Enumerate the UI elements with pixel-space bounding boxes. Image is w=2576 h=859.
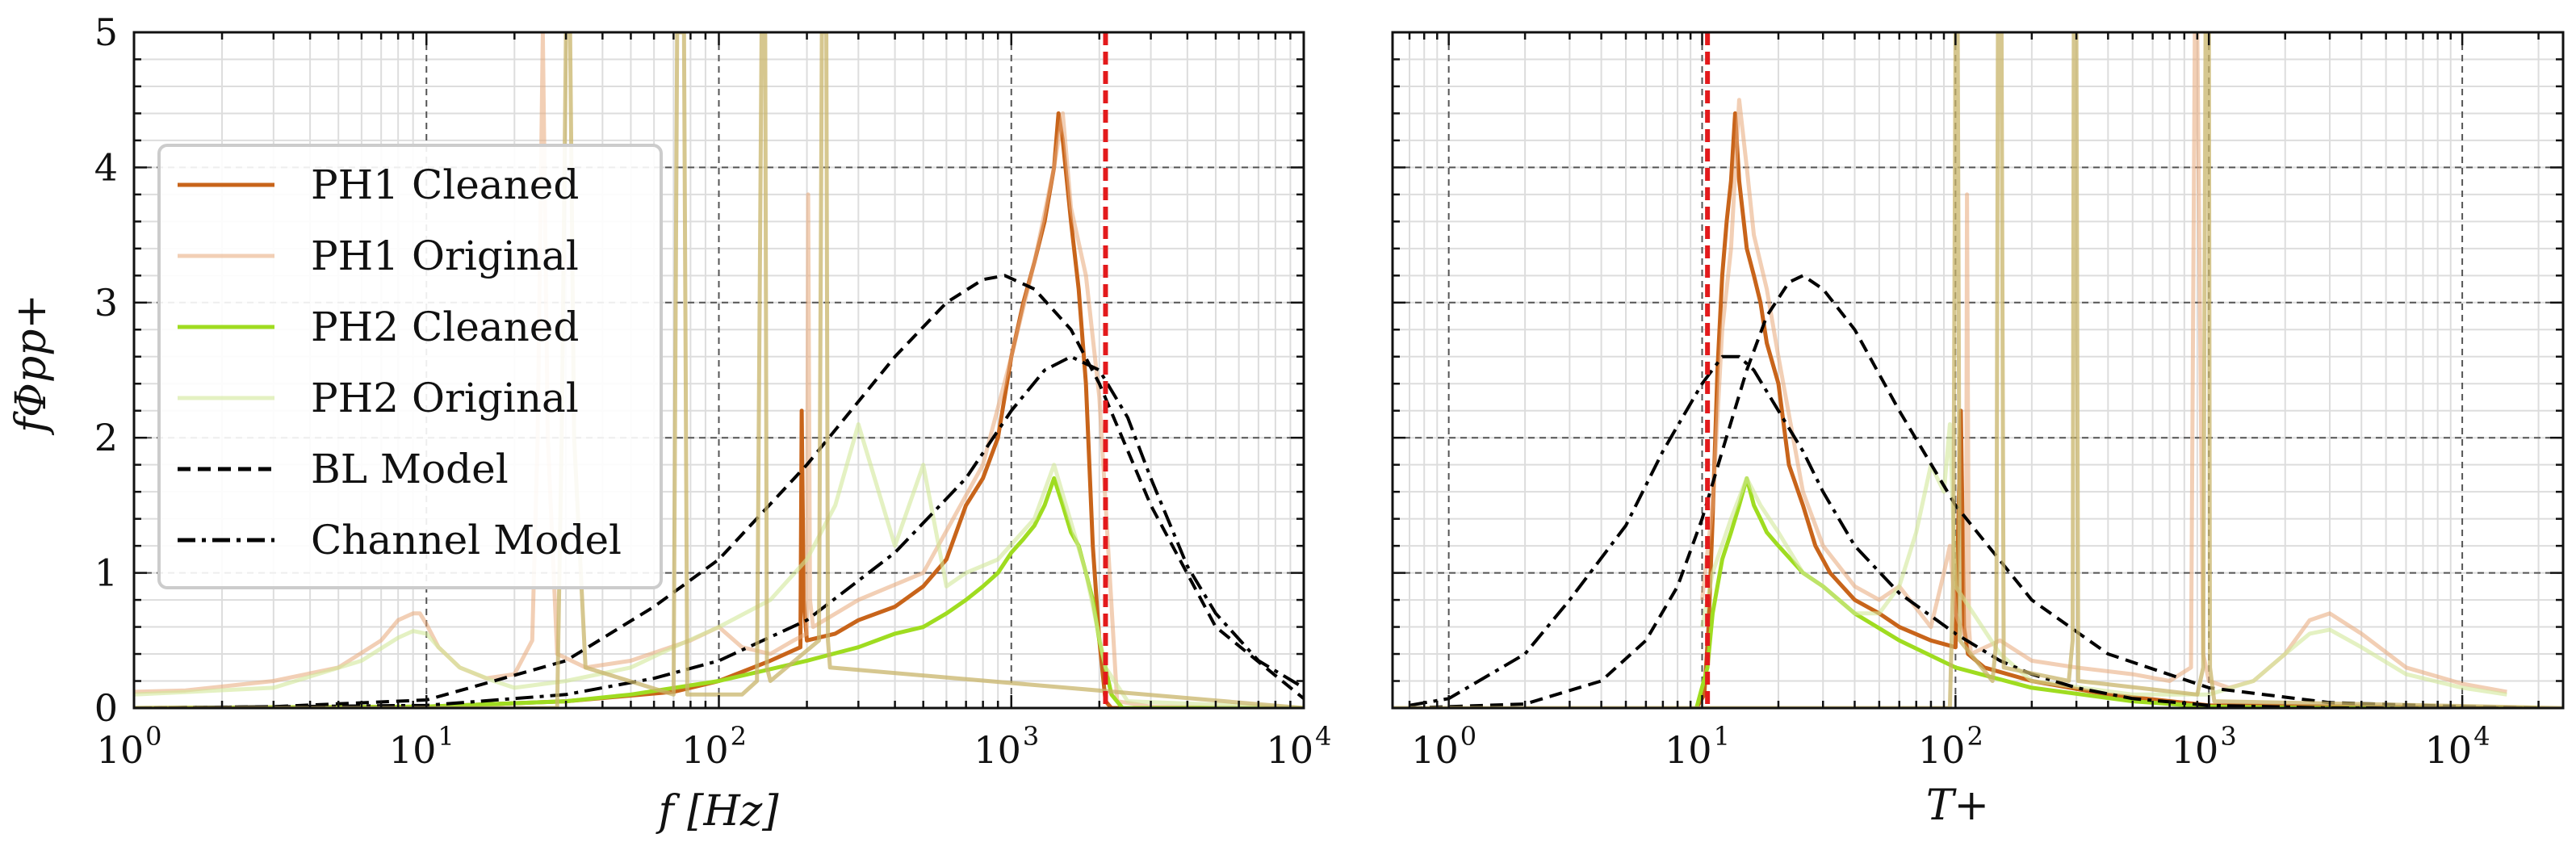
ticks [1391, 31, 2563, 710]
plot-area [1393, 32, 2563, 708]
y-tick-label: 2 [94, 416, 118, 459]
legend-label: BL Model [311, 446, 509, 492]
legend-item-channel-model: Channel Model [178, 517, 622, 564]
right-panel: 100 101 102 103 104 [1391, 31, 2565, 772]
axes-frame [1391, 31, 2565, 710]
legend-item-bl-model: BL Model [178, 446, 509, 492]
x-tick-label: 103 [2172, 721, 2237, 772]
legend-item-ph2-original: PH2 Original [178, 375, 579, 421]
channel-model-line [134, 354, 1304, 708]
plot-area [134, 32, 1304, 708]
legend-frame [157, 144, 663, 589]
legend-label: PH2 Cleaned [311, 304, 579, 350]
y-tick-label: 0 [94, 686, 118, 730]
legend-label: Channel Model [311, 517, 622, 564]
legend-label: PH1 Cleaned [311, 161, 579, 208]
y-tick-label: 3 [94, 281, 118, 325]
x-axis-label-t-plus: T+ [1926, 781, 1989, 830]
channel-model-line [1409, 354, 2539, 708]
legend-item-ph1-cleaned: PH1 Cleaned [178, 161, 579, 208]
legend-item-ph2-cleaned: PH2 Cleaned [178, 304, 579, 350]
y-tick-label: 1 [94, 551, 118, 595]
y-tick-label: 5 [94, 10, 118, 54]
ticks [132, 31, 1304, 710]
spike-trace-line [1393, 32, 2563, 708]
ph2-cleaned-line [1694, 476, 2539, 708]
ph1-cleaned-line [134, 111, 1304, 708]
bl-model-line [134, 274, 1304, 708]
ph2-original-line [134, 422, 1304, 708]
bl-model-line [1409, 274, 2539, 708]
x-tick-label: 103 [974, 721, 1039, 772]
legend-label: PH2 Original [311, 375, 579, 421]
ph2-original-line [1700, 422, 2507, 697]
y-tick-label: 4 [94, 145, 118, 189]
legend-item-ph1-original: PH1 Original [178, 233, 579, 279]
legend: PH1 Cleaned PH1 Original PH2 Cleaned PH2 Or… [157, 144, 663, 589]
y-axis-label: fΦpp+ [7, 294, 56, 436]
x-axis-label-frequency: f [Hz] [655, 787, 779, 836]
legend-label: PH1 Original [311, 233, 579, 279]
